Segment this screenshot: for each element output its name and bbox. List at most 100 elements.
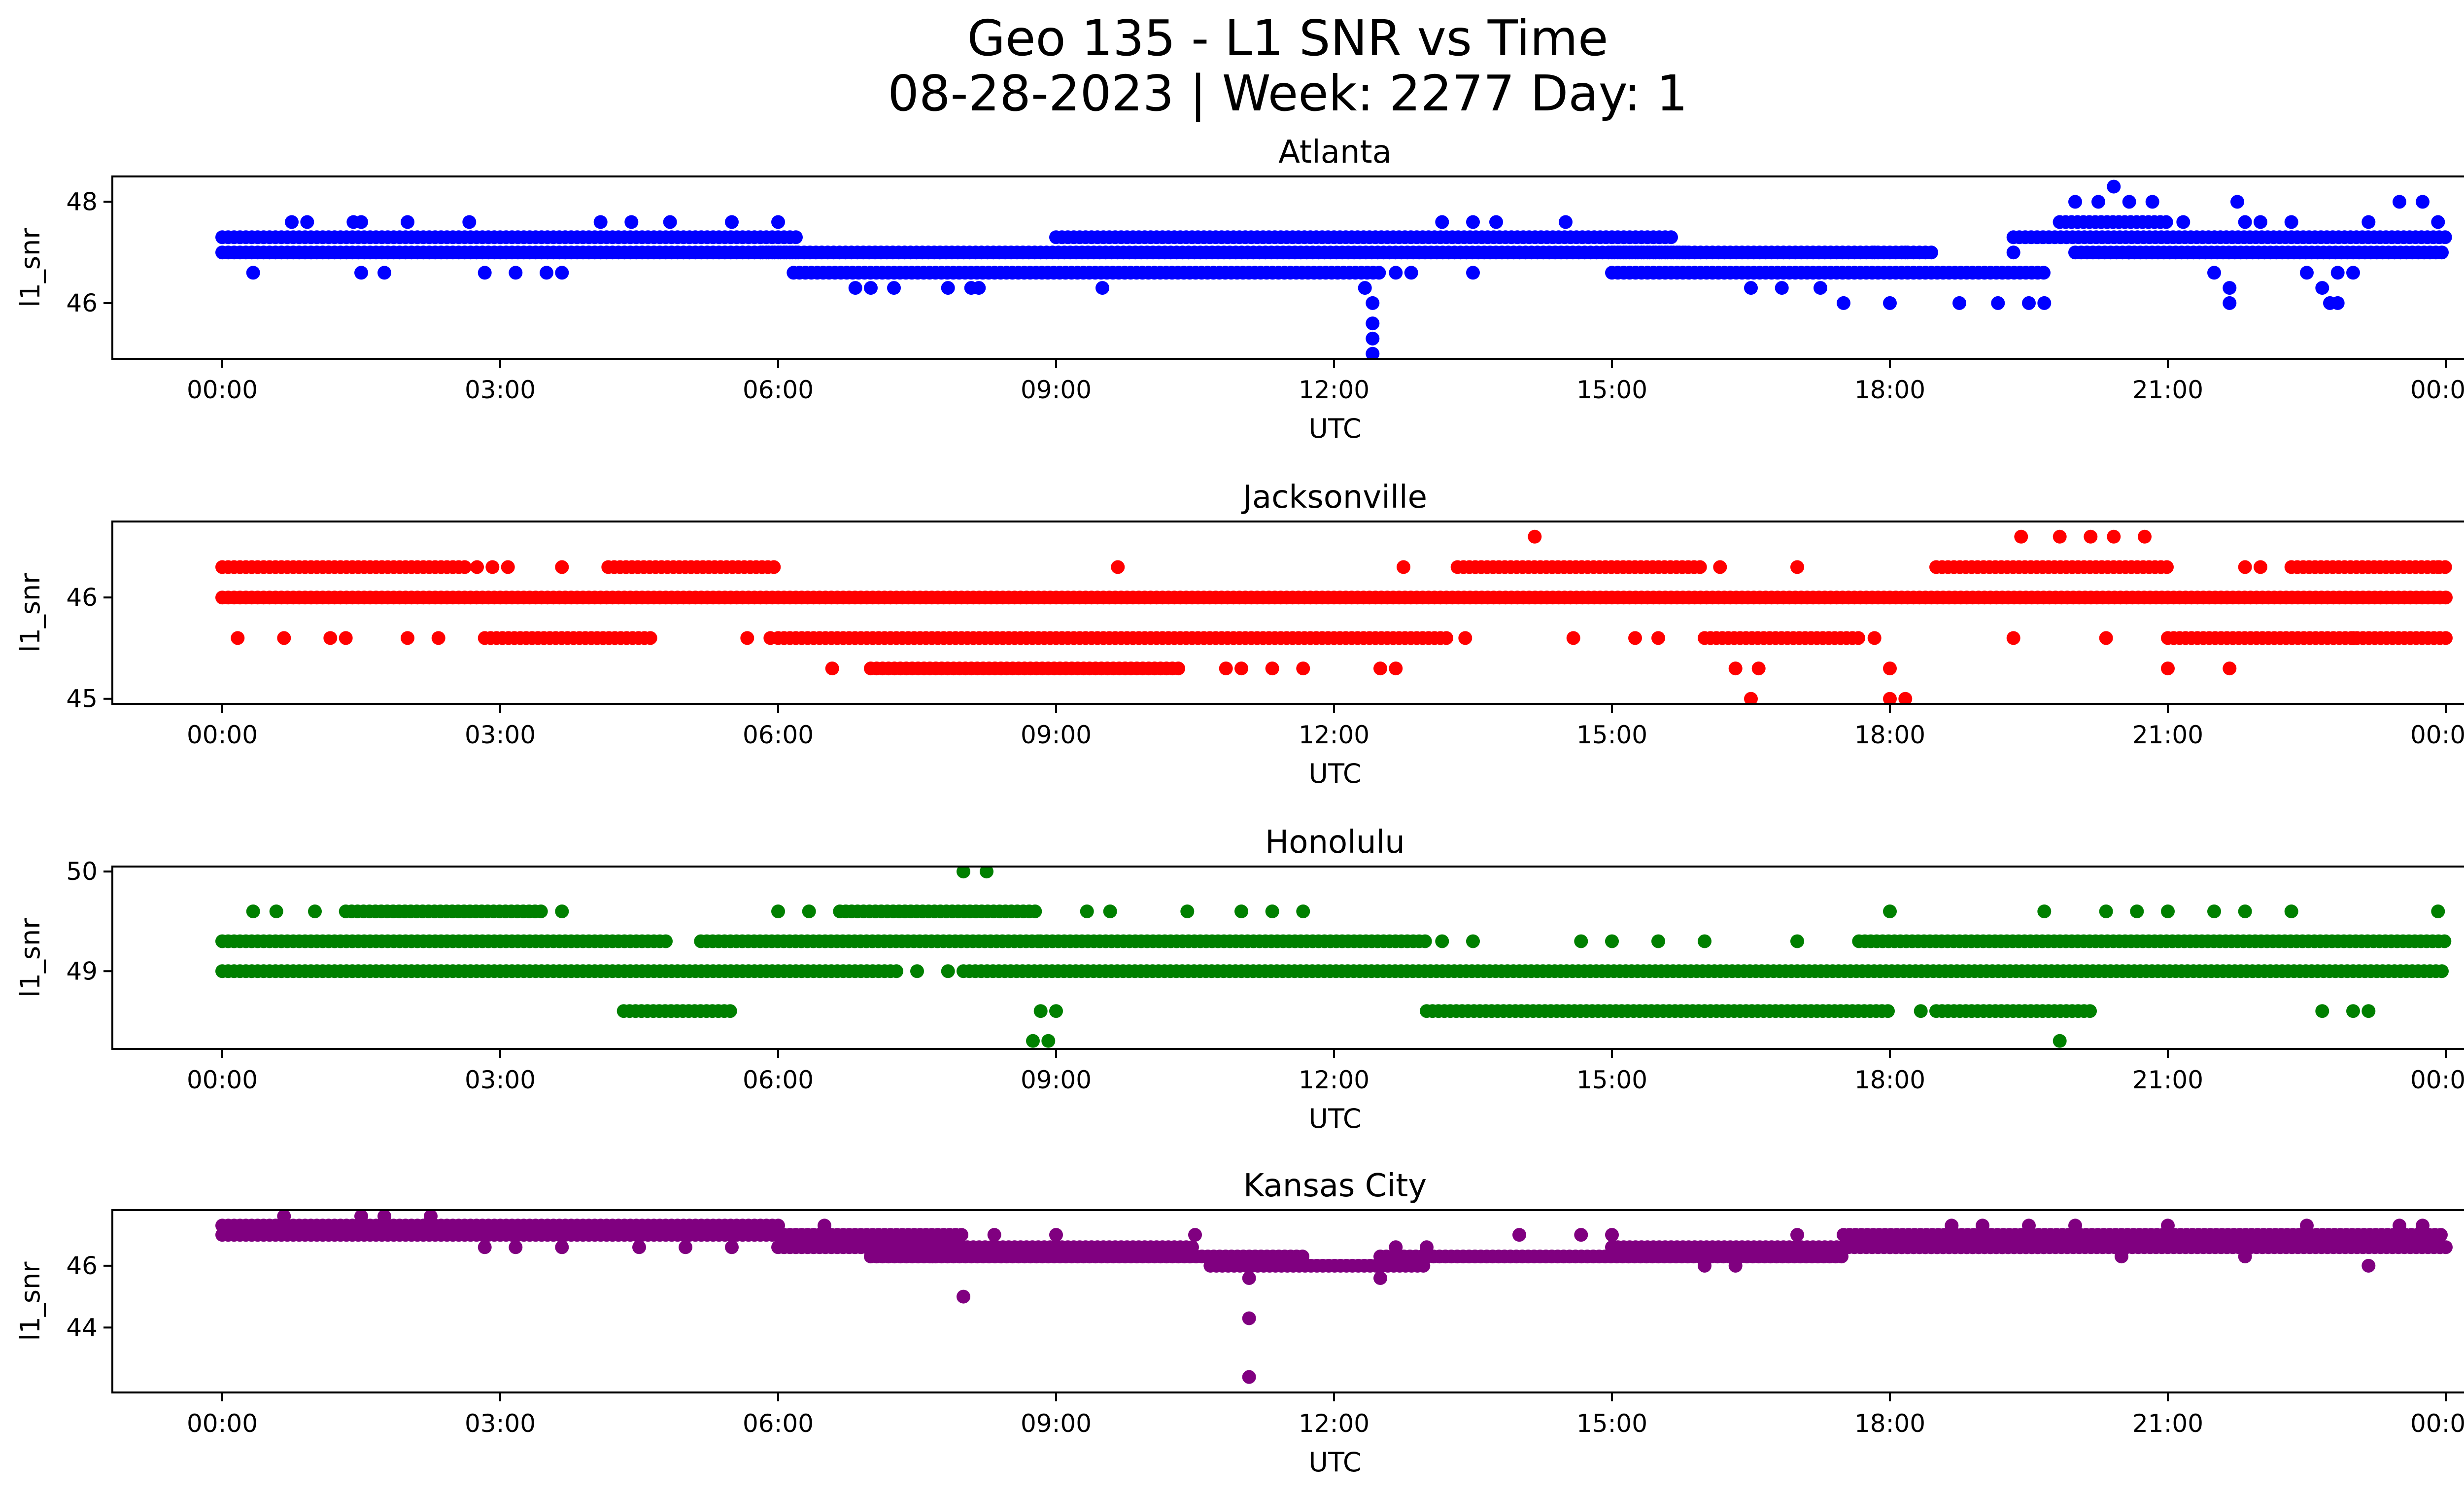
data-point [2053, 215, 2067, 229]
data-point [2416, 1218, 2430, 1233]
data-point [1664, 230, 1678, 244]
data-point [887, 281, 901, 295]
data-point [1373, 1271, 1387, 1285]
data-point [1945, 1218, 1959, 1233]
panel-title: Kansas City [1243, 1168, 1427, 1204]
x-tick-label: 00:00 [187, 1409, 258, 1438]
data-point [1751, 661, 1766, 676]
y-axis-label: l1_snr [15, 573, 46, 653]
data-point [2393, 1218, 2406, 1233]
data-point [2254, 215, 2267, 229]
data-point [1790, 1228, 1804, 1242]
data-point [2207, 904, 2221, 918]
data-point [1628, 631, 1642, 645]
data-point [957, 1289, 970, 1304]
data-point [2346, 1004, 2360, 1018]
data-point [2330, 266, 2345, 280]
x-tick-label: 00:00 [2410, 721, 2464, 749]
data-point [1026, 1034, 1040, 1048]
data-point [534, 904, 548, 918]
data-point [246, 266, 260, 280]
data-point [1103, 904, 1117, 918]
data-point [478, 1240, 492, 1254]
data-point [2037, 266, 2051, 280]
data-point [1366, 331, 1380, 346]
data-point [485, 560, 500, 574]
data-point [1914, 1004, 1928, 1018]
data-point [1439, 631, 1453, 645]
data-point [1574, 934, 1588, 948]
data-point [509, 1240, 523, 1254]
data-markers [215, 179, 2452, 359]
data-point [987, 1228, 1001, 1242]
data-point [2330, 296, 2345, 310]
data-point [1881, 1004, 1895, 1018]
data-point [2160, 560, 2174, 574]
data-point [2138, 529, 2152, 544]
x-tick-label: 12:00 [1299, 1066, 1369, 1094]
data-point [2346, 266, 2360, 280]
data-point [763, 631, 778, 645]
panel-honolulu: Honolulu 00:00 03:00 06:00 09:00 12:00 15:00 18… [15, 824, 2464, 1134]
data-point [725, 215, 739, 229]
x-tick-label: 03:00 [465, 1066, 536, 1094]
y-tick-label: 48 [66, 187, 98, 216]
data-point [1512, 1228, 1526, 1242]
data-point [1775, 281, 1789, 295]
data-point [2099, 904, 2113, 918]
data-point [2315, 1004, 2329, 1018]
data-point [1296, 661, 1310, 676]
x-tick-label: 00:00 [187, 376, 258, 404]
x-tick-label: 00:00 [187, 721, 258, 749]
x-tick-label: 09:00 [1021, 1066, 1092, 1094]
data-point [663, 215, 677, 229]
data-point [1698, 934, 1711, 948]
data-point [2099, 631, 2113, 645]
x-tick-label: 00:00 [2410, 1066, 2464, 1094]
data-point [231, 631, 245, 645]
data-point [1041, 1034, 1056, 1048]
data-point [925, 1250, 940, 1264]
data-point [246, 904, 260, 918]
data-markers [215, 867, 2452, 1048]
data-point [1420, 1240, 1434, 1254]
x-tick-label: 12:00 [1299, 1409, 1369, 1438]
data-point [2254, 560, 2267, 574]
data-point [2130, 904, 2144, 918]
data-point [1744, 281, 1758, 295]
data-point [401, 631, 414, 645]
data-point [1466, 934, 1480, 948]
panel-title: Atlanta [1278, 134, 1392, 171]
x-tick-label: 21:00 [2132, 376, 2203, 404]
data-point [2091, 195, 2105, 209]
x-axis-label: UTC [1308, 758, 1361, 789]
data-point [659, 934, 673, 948]
data-point [2037, 296, 2052, 310]
data-point [285, 215, 299, 229]
data-point [2238, 1250, 2252, 1264]
data-point [1898, 245, 1913, 260]
x-tick-label: 15:00 [1576, 1066, 1647, 1094]
data-point [1867, 245, 1882, 260]
data-markers [215, 529, 2453, 704]
data-point [1559, 215, 1573, 229]
data-point [2223, 296, 2237, 310]
data-point [2068, 195, 2082, 209]
data-point [1242, 1311, 1256, 1325]
data-point [509, 266, 523, 280]
data-point [555, 266, 569, 280]
y-tick-label: 46 [66, 583, 98, 612]
data-point [593, 215, 608, 229]
data-point [2145, 195, 2159, 209]
x-tick-label: 03:00 [465, 376, 536, 404]
y-tick-label: 50 [66, 857, 98, 886]
data-point [1265, 904, 1279, 918]
data-point [2161, 661, 2175, 676]
data-point [2053, 1034, 2067, 1048]
y-tick-label: 46 [66, 1252, 98, 1280]
data-point [1991, 296, 2005, 310]
data-point [1883, 661, 1897, 676]
data-point [2014, 529, 2028, 544]
data-point [1435, 215, 1449, 229]
data-point [818, 1218, 831, 1233]
